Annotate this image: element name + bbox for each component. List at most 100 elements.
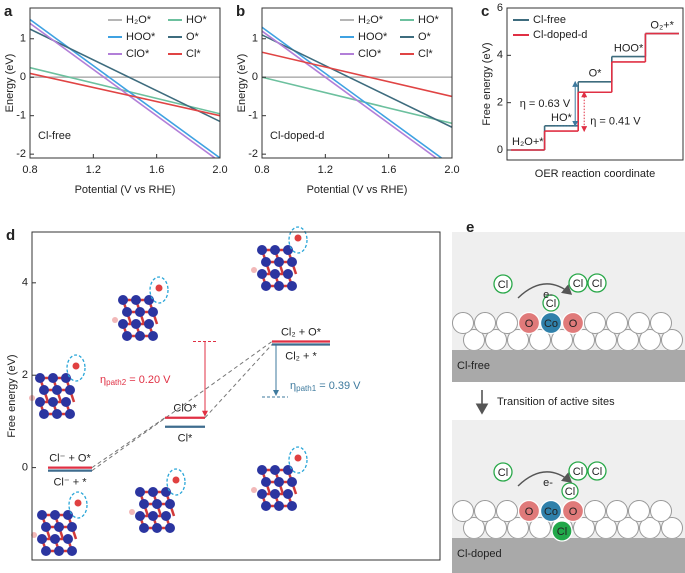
- x-tick-label: 1.6: [149, 164, 164, 176]
- category-label: O₂+*: [650, 19, 674, 31]
- highlight: [68, 491, 88, 519]
- atom: [587, 273, 607, 293]
- y-tick-label: -2: [16, 148, 26, 160]
- substrate-atom: [496, 500, 518, 522]
- atom-label: Co: [544, 318, 558, 330]
- substrate-atom: [452, 500, 474, 522]
- atom-label: Cl: [573, 466, 583, 478]
- legend-label: H₂O*: [358, 14, 384, 26]
- category-label: HO*: [551, 112, 573, 124]
- legend-label: O*: [186, 31, 200, 43]
- x-tick-label: 0.8: [254, 164, 269, 176]
- atom: [122, 307, 132, 317]
- structure: [29, 354, 86, 419]
- legend-label: HOO*: [358, 31, 388, 43]
- eta-label: η = 0.63 V: [520, 98, 571, 110]
- x-tick-label: 1.2: [318, 164, 333, 176]
- atom-label: Cl: [498, 467, 508, 479]
- y-tick-label: 6: [497, 2, 503, 14]
- atom: [270, 489, 280, 499]
- connector: [91, 417, 166, 469]
- y-axis-label: Energy (eV): [4, 54, 16, 113]
- eta-subscript: path1: [296, 384, 317, 393]
- substrate-atom: [474, 500, 496, 522]
- atom-label: O: [525, 318, 534, 330]
- substrate-atom: [606, 312, 628, 334]
- atom: [551, 520, 573, 542]
- atom: [135, 331, 145, 341]
- atom: [539, 311, 563, 335]
- atom-label: Cl: [592, 278, 602, 290]
- series-line: [30, 28, 220, 123]
- y-tick-label: 4: [497, 49, 503, 61]
- x-axis-label: OER reaction coordinate: [535, 168, 655, 180]
- atom: [287, 257, 297, 267]
- atom: [274, 477, 284, 487]
- legend-label: Cl*: [186, 48, 201, 60]
- atom: [283, 269, 293, 279]
- slab: [452, 350, 685, 382]
- atom: [283, 465, 293, 475]
- panel-label: b: [236, 3, 245, 20]
- panel-label: c: [481, 3, 489, 20]
- highlight: [288, 446, 308, 474]
- atom: [257, 465, 267, 475]
- atom: [270, 269, 280, 279]
- atom: [131, 319, 141, 329]
- atom: [135, 511, 145, 521]
- annotation: Cl-doped-d: [270, 130, 324, 142]
- structure: [129, 468, 186, 533]
- substrate-atom: [606, 500, 628, 522]
- atom: [54, 546, 64, 556]
- atom: [155, 284, 163, 292]
- atom: [54, 522, 64, 532]
- x-tick-label: 0.8: [22, 164, 37, 176]
- atom: [283, 245, 293, 255]
- category-label: H₂O+*: [512, 136, 544, 148]
- category-label: O*: [589, 68, 603, 80]
- electron-label: e-: [543, 477, 553, 489]
- atom: [37, 534, 47, 544]
- x-tick-label: 2.0: [212, 164, 227, 176]
- atom: [287, 501, 297, 511]
- y-tick-label: 2: [497, 97, 503, 109]
- y-tick-label: 0: [497, 144, 503, 156]
- atom: [74, 499, 82, 507]
- atom: [274, 257, 284, 267]
- substrate-atom: [650, 500, 672, 522]
- plot-frame: [31, 231, 441, 561]
- atom: [52, 409, 62, 419]
- x-axis-label: Potential (V vs RHE): [307, 184, 408, 196]
- atom: [65, 385, 75, 395]
- legend-label: ClO*: [358, 48, 382, 60]
- series-line: [30, 72, 220, 117]
- atom: [270, 245, 280, 255]
- highlight: [149, 276, 169, 304]
- structure: [112, 276, 169, 341]
- atom: [517, 311, 541, 335]
- caption: Cl-free: [457, 360, 490, 372]
- atom: [144, 319, 154, 329]
- atom: [148, 487, 158, 497]
- atom: [50, 534, 60, 544]
- legend-label: HO*: [186, 14, 208, 26]
- atom: [568, 273, 588, 293]
- y-axis-label: Free energy (eV): [6, 354, 18, 437]
- atom: [61, 373, 71, 383]
- atom: [65, 409, 75, 419]
- caption: Cl-doped: [457, 548, 502, 560]
- panel-label: a: [4, 3, 13, 20]
- eta-label: ηpath2 = 0.20 V: [100, 374, 171, 387]
- atom: [561, 311, 585, 335]
- highlight: [288, 226, 308, 254]
- atom: [161, 511, 171, 521]
- atom-label: Cl: [573, 278, 583, 290]
- plot-frame: [506, 7, 684, 161]
- atom: [122, 331, 132, 341]
- atom: [274, 281, 284, 291]
- y-tick-label: 1: [252, 33, 258, 45]
- legend-label: HO*: [418, 14, 440, 26]
- y-tick-label: -1: [248, 110, 258, 122]
- atom: [165, 523, 175, 533]
- level-label: Cl₂ + *: [285, 350, 317, 362]
